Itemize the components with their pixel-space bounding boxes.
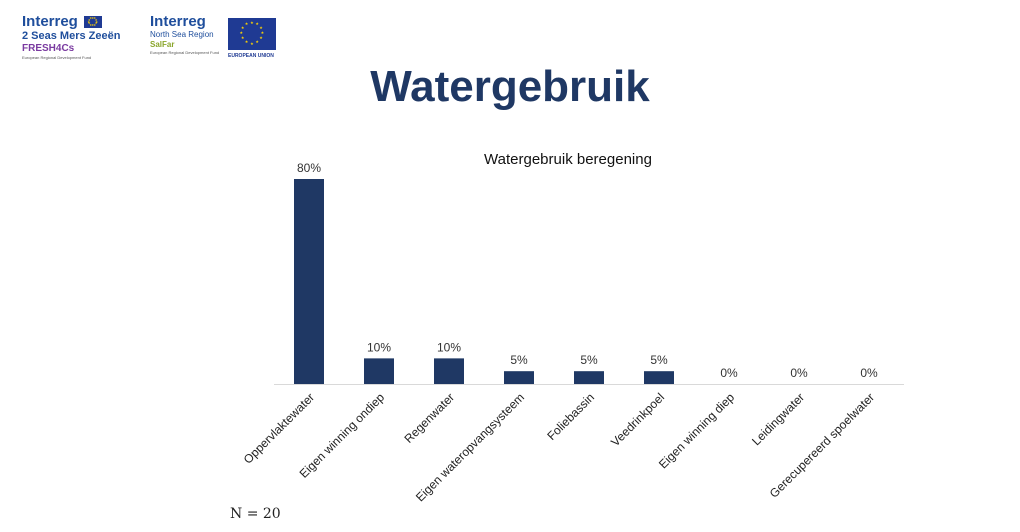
bar xyxy=(434,358,464,384)
eu-star-icon: ★ xyxy=(259,36,263,41)
interreg-2seas-logo: Interreg ★ ★ ★ ★ ★ ★ ★ ★ ★ ★ ★ ★ 2 Seas Mers Zeeën … xyxy=(22,14,132,66)
slide-title: Watergebruik xyxy=(370,62,650,111)
eu-star-icon: ★ xyxy=(239,31,243,36)
eu-star-icon: ★ xyxy=(244,40,249,45)
logo-line2: FRESH4Cs xyxy=(22,43,75,54)
logo-tagline: European Regional Development Fund xyxy=(22,55,92,60)
eu-star-icon: ★ xyxy=(94,17,98,22)
bar xyxy=(644,371,674,384)
data-label: 5% xyxy=(510,353,528,367)
eu-star-icon: ★ xyxy=(93,22,97,27)
eu-star-icon: ★ xyxy=(244,21,249,26)
bar xyxy=(504,371,534,384)
sample-size-note: N = 20 xyxy=(230,506,281,522)
eu-star-icon: ★ xyxy=(87,17,91,22)
category-label: Regenwater xyxy=(401,390,457,446)
eu-flag-icon: ★ ★ ★ ★ ★ ★ ★ ★ ★ ★ ★ ★ xyxy=(83,15,102,28)
bar xyxy=(364,358,394,384)
category-label: Veedrinkpoel xyxy=(608,390,667,449)
data-label: 10% xyxy=(437,340,461,354)
category-label: Foliebassin xyxy=(544,390,597,443)
bar xyxy=(294,179,324,384)
logo-brand: Interreg xyxy=(150,13,206,30)
eu-star-icon: ★ xyxy=(259,25,263,30)
eu-star-icon: ★ xyxy=(87,19,91,24)
eu-star-icon: ★ xyxy=(93,16,97,21)
eu-star-icon: ★ xyxy=(255,21,259,26)
eu-star-icon: ★ xyxy=(89,22,93,27)
eu-star-icon: ★ xyxy=(87,21,91,26)
category-label: Eigen winning diep xyxy=(656,390,737,471)
category-label: Leidingwater xyxy=(749,390,807,448)
eu-star-icon: ★ xyxy=(240,25,245,30)
logo-line1: North Sea Region xyxy=(150,30,214,39)
eu-star-icon: ★ xyxy=(91,23,95,28)
eu-star-icon: ★ xyxy=(91,15,95,20)
eu-star-icon: ★ xyxy=(250,41,254,46)
eu-star-icon: ★ xyxy=(250,20,254,25)
interreg-north-sea-logo: Interreg North Sea Region SalFar Europea… xyxy=(150,14,280,66)
category-label: Oppervlaktewater xyxy=(241,390,317,466)
eu-union-label: EUROPEAN UNION xyxy=(228,53,274,59)
eu-star-icon: ★ xyxy=(95,19,99,24)
logo-line1: 2 Seas Mers Zeeën xyxy=(22,30,121,42)
data-label: 10% xyxy=(367,340,391,354)
data-label: 80% xyxy=(297,161,321,175)
data-label: 5% xyxy=(650,353,668,367)
eu-star-icon: ★ xyxy=(89,16,93,21)
logo-brand: Interreg xyxy=(22,13,78,30)
eu-star-icon: ★ xyxy=(255,40,259,45)
eu-star-icon: ★ xyxy=(240,36,245,41)
data-label: 0% xyxy=(720,366,738,380)
logo-tagline: European Regional Development Fund xyxy=(150,50,220,55)
chart-title: Watergebruik beregening xyxy=(484,151,652,168)
eu-star-icon: ★ xyxy=(94,21,98,26)
eu-star-icon: ★ xyxy=(260,31,265,36)
eu-flag-icon: ★ ★ ★ ★ ★ ★ ★ ★ ★ ★ ★ ★ xyxy=(228,18,276,50)
logo-line2: SalFar xyxy=(150,40,175,49)
data-label: 5% xyxy=(580,353,598,367)
data-label: 0% xyxy=(860,366,878,380)
data-label: 0% xyxy=(790,366,808,380)
bar xyxy=(574,371,604,384)
